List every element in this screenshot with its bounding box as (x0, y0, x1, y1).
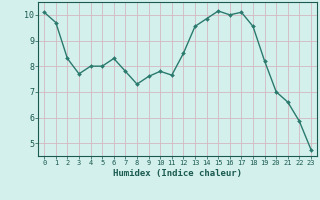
X-axis label: Humidex (Indice chaleur): Humidex (Indice chaleur) (113, 169, 242, 178)
